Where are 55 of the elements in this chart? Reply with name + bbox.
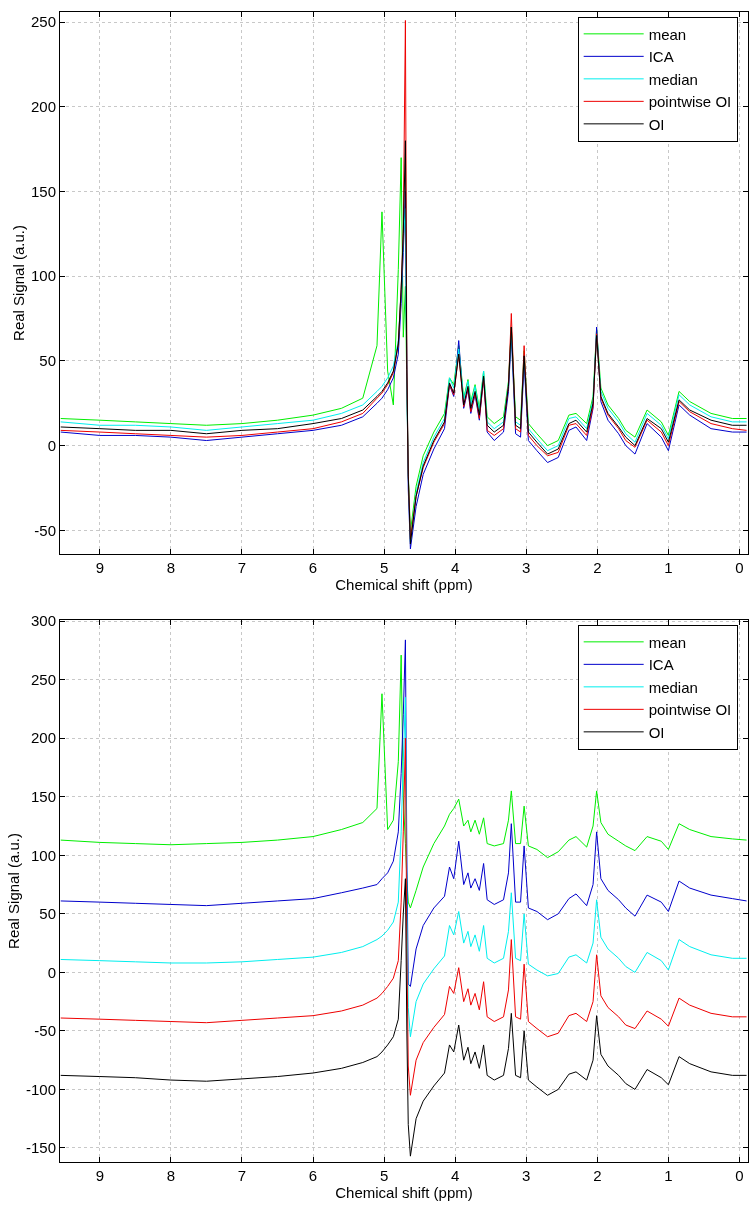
legend-label: pointwise OI: [648, 701, 732, 719]
y-tick-label: 100: [30, 846, 56, 864]
x-tick-label: 6: [308, 1167, 318, 1184]
y-tick-label: 200: [30, 98, 56, 116]
x-tick-label: 8: [166, 559, 176, 576]
y-tick-label: 0: [47, 963, 56, 981]
legend-label: ICA: [648, 48, 674, 66]
x-tick-label: 3: [522, 559, 531, 576]
x-tick-label: 5: [379, 1167, 389, 1184]
y-tick-label: -50: [34, 521, 56, 539]
x-tick-label: 1: [664, 559, 673, 576]
y-tick-label: -150: [25, 1139, 56, 1157]
x-tick-label: 4: [451, 559, 460, 576]
y-tick-label: 0: [47, 436, 56, 454]
y-tick-label: 300: [30, 612, 56, 630]
legend-label: ICA: [648, 656, 674, 674]
x-tick-label: 4: [451, 1167, 460, 1184]
x-tick-label: 2: [593, 559, 602, 576]
legend-label: OI: [648, 723, 665, 741]
x-tick-label: 5: [379, 559, 389, 576]
x-tick-label: 9: [95, 1167, 104, 1184]
x-tick-label: 0: [735, 559, 744, 576]
x-tick-label: 7: [237, 1167, 247, 1184]
y-tick-label: 150: [30, 788, 56, 806]
x-tick-label: 6: [308, 559, 318, 576]
x-tick-label: 3: [522, 1167, 531, 1184]
x-tick-label: 0: [735, 1167, 744, 1184]
y-tick-label: 200: [30, 729, 56, 747]
y-tick-label: -100: [25, 1080, 56, 1098]
line-series: [60, 639, 748, 987]
line-series: [60, 696, 748, 1038]
x-tick-label: 1: [664, 1167, 673, 1184]
legend-label: mean: [648, 633, 687, 651]
legend-label: median: [648, 70, 698, 88]
legend-label: OI: [648, 115, 665, 133]
line-series: [60, 737, 748, 1096]
y-tick-label: 100: [30, 267, 56, 285]
x-tick-label: 8: [166, 1167, 176, 1184]
x-axis-title: Chemical shift (ppm): [335, 1184, 473, 1201]
y-tick-label: 50: [39, 905, 56, 923]
legend-label: pointwise OI: [648, 93, 732, 111]
legend-label: median: [648, 678, 698, 696]
legend-label: mean: [648, 25, 687, 43]
x-axis-title: Chemical shift (ppm): [335, 576, 473, 593]
line-series: [60, 654, 748, 909]
y-tick-label: 150: [30, 182, 56, 200]
y-axis-title: Real Signal (a.u.): [10, 225, 28, 341]
y-axis-title: Real Signal (a.u.): [5, 833, 23, 949]
y-tick-label: 250: [30, 670, 56, 688]
x-tick-label: 7: [237, 559, 247, 576]
y-tick-label: 50: [39, 352, 56, 370]
x-tick-label: 2: [593, 1167, 602, 1184]
x-tick-label: 9: [95, 559, 104, 576]
y-tick-label: -50: [34, 1022, 56, 1040]
y-tick-label: 250: [30, 13, 56, 31]
